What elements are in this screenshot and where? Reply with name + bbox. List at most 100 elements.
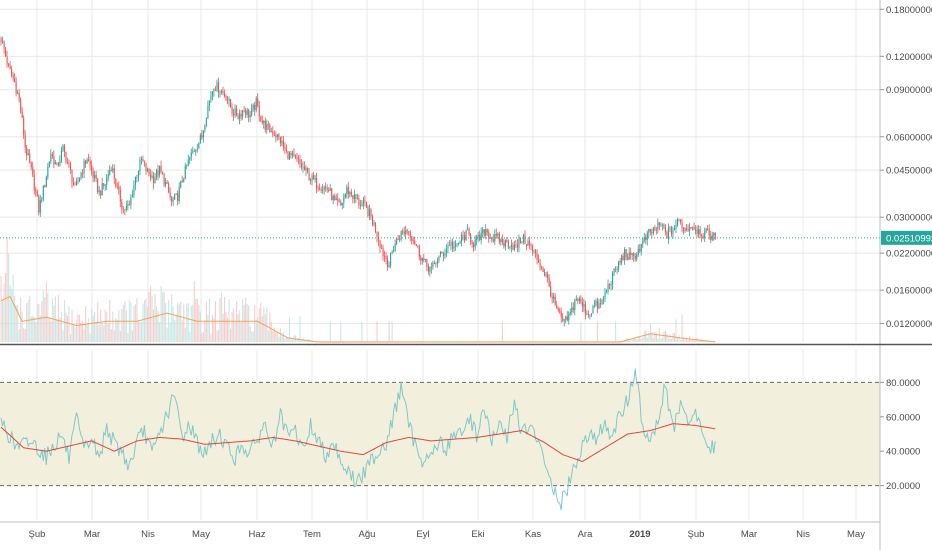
candle-body bbox=[143, 161, 146, 163]
candle-body bbox=[578, 298, 580, 301]
candle-body bbox=[371, 216, 374, 225]
time-tick-label: Eyl bbox=[416, 529, 429, 540]
rsi-layer bbox=[0, 368, 880, 511]
volume-bar bbox=[181, 320, 183, 342]
candle-body bbox=[545, 274, 547, 276]
volume-bar bbox=[11, 289, 13, 342]
candle-body bbox=[643, 237, 645, 241]
candle-body bbox=[606, 291, 608, 293]
volume-bar bbox=[230, 328, 232, 342]
candle-body bbox=[299, 159, 301, 164]
volume-bar bbox=[125, 310, 127, 342]
volume-bar bbox=[216, 330, 218, 342]
time-tick-label: May bbox=[192, 529, 210, 540]
candle-body bbox=[251, 108, 253, 116]
candle-body bbox=[411, 237, 413, 241]
volume-bar bbox=[228, 299, 230, 342]
candle-body bbox=[44, 185, 46, 188]
volume-bar bbox=[282, 331, 284, 342]
candle-body bbox=[231, 107, 233, 114]
candle-body bbox=[587, 314, 589, 316]
volume-bar bbox=[159, 322, 161, 342]
candle-body bbox=[710, 235, 712, 240]
candle-body bbox=[142, 159, 144, 162]
candle-body bbox=[290, 152, 292, 156]
candle-body bbox=[495, 233, 497, 236]
candle-body bbox=[278, 134, 280, 138]
volume-bar bbox=[154, 293, 156, 342]
candle-body bbox=[349, 191, 351, 195]
candle-body bbox=[340, 201, 342, 206]
candle-body bbox=[276, 134, 278, 138]
volume-bar bbox=[166, 327, 168, 342]
candle-body bbox=[381, 247, 383, 249]
volume-bar bbox=[287, 338, 289, 342]
candle-body bbox=[669, 227, 671, 229]
candle-body bbox=[341, 202, 343, 206]
candle-body bbox=[675, 225, 677, 229]
volume-bar bbox=[222, 313, 224, 342]
price-tick-label: 0.18000000 bbox=[886, 5, 932, 16]
candle-body bbox=[198, 142, 200, 149]
candle-body bbox=[337, 198, 339, 202]
last-price-badge bbox=[881, 230, 932, 245]
volume-bar bbox=[186, 303, 188, 342]
candle-body bbox=[239, 113, 241, 119]
candle-body bbox=[331, 188, 333, 201]
candle-body bbox=[593, 305, 596, 307]
candle-body bbox=[116, 185, 118, 187]
volume-bar bbox=[198, 304, 200, 342]
candle-body bbox=[95, 175, 97, 180]
candle-body bbox=[636, 254, 638, 260]
candle-body bbox=[220, 91, 223, 93]
candle-body bbox=[122, 208, 124, 210]
volume-bar bbox=[223, 297, 226, 342]
volume-bar bbox=[59, 317, 61, 342]
candle-body bbox=[547, 274, 549, 279]
candle-body bbox=[486, 229, 488, 233]
volume-bar bbox=[210, 333, 212, 342]
candle-body bbox=[5, 48, 7, 57]
candle-body bbox=[424, 259, 426, 261]
volume-bar bbox=[118, 310, 120, 342]
volume-bar bbox=[680, 339, 682, 342]
volume-bar bbox=[388, 321, 390, 342]
candle-body bbox=[83, 160, 85, 174]
candle-body bbox=[254, 104, 256, 111]
candle-body bbox=[695, 229, 697, 231]
candle-body bbox=[275, 135, 277, 138]
candle-body bbox=[338, 201, 340, 203]
candle-body bbox=[362, 200, 364, 204]
volume-bar bbox=[199, 311, 201, 342]
candle-body bbox=[513, 244, 515, 250]
volume-bar bbox=[162, 292, 164, 342]
candle-body bbox=[503, 242, 505, 247]
candle-body bbox=[234, 108, 236, 116]
candle-body bbox=[54, 162, 56, 165]
volume-bar bbox=[0, 276, 2, 342]
volume-bar bbox=[51, 298, 53, 342]
candle-body bbox=[391, 252, 393, 254]
volume-bar bbox=[666, 333, 668, 342]
candle-body bbox=[264, 120, 266, 130]
candle-body bbox=[525, 244, 528, 246]
volume-bar bbox=[177, 302, 179, 342]
candle-body bbox=[21, 111, 23, 118]
candle-body bbox=[361, 203, 363, 206]
volume-bar bbox=[131, 330, 133, 342]
volume-bar bbox=[248, 305, 250, 342]
candle-body bbox=[651, 231, 653, 234]
volume-bar bbox=[106, 312, 108, 342]
candle-body bbox=[328, 189, 330, 191]
candle-body bbox=[498, 233, 500, 243]
candle-body bbox=[343, 197, 345, 203]
volume-bar bbox=[63, 300, 66, 342]
candle-body bbox=[8, 64, 10, 66]
candle-body bbox=[444, 253, 446, 257]
candle-body bbox=[208, 100, 210, 106]
time-tick-label: May bbox=[847, 529, 865, 540]
candle-body bbox=[645, 237, 647, 240]
volume-bar bbox=[661, 337, 663, 342]
candle-body bbox=[415, 244, 417, 246]
